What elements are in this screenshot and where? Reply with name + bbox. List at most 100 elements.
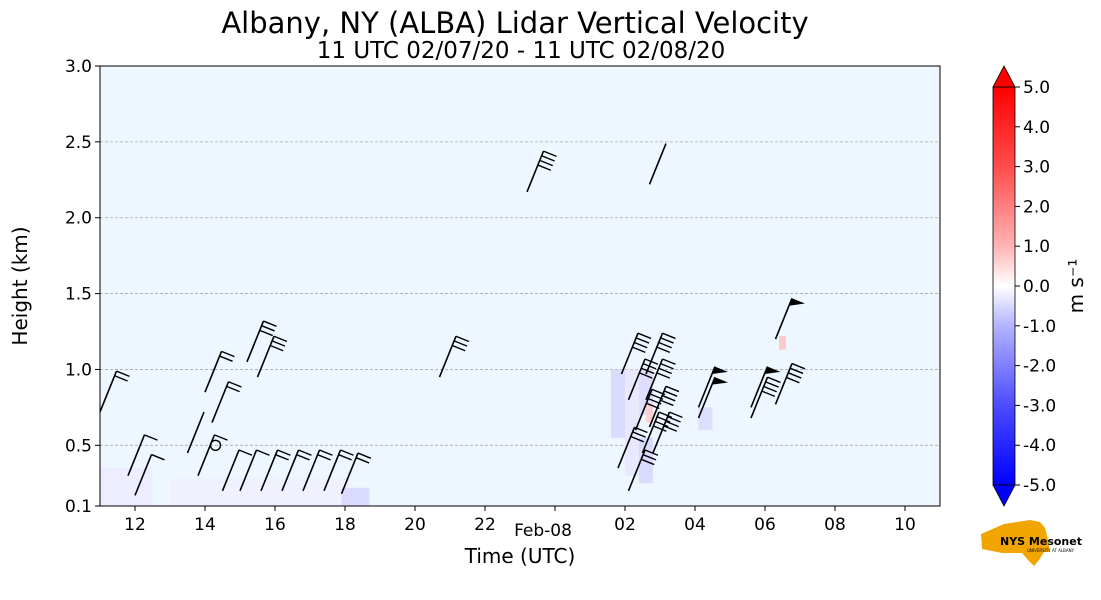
barb-feather bbox=[632, 431, 646, 438]
colorbar-tick-label: -4.0 bbox=[1023, 436, 1056, 456]
velocity-patch bbox=[611, 369, 625, 438]
colorbar-tick-label: -5.0 bbox=[1023, 476, 1056, 496]
barb-feather bbox=[298, 449, 312, 456]
barb-feather bbox=[144, 434, 158, 441]
x-tick-label: 20 bbox=[404, 515, 426, 535]
barb-feather bbox=[653, 425, 667, 432]
barb-feather bbox=[662, 332, 676, 340]
wind-barbs bbox=[100, 143, 806, 496]
colorbar-tick-label: 0.0 bbox=[1023, 277, 1050, 297]
barb-feather bbox=[662, 358, 676, 365]
barb-feather bbox=[639, 372, 653, 379]
barb-staff bbox=[627, 358, 646, 401]
velocity-patch bbox=[100, 468, 153, 506]
barb-feather bbox=[635, 337, 650, 344]
barb-feather bbox=[317, 454, 331, 461]
barb-feather bbox=[669, 411, 683, 418]
barb-staff bbox=[750, 366, 769, 408]
barb-feather bbox=[455, 335, 470, 343]
barb-feather bbox=[654, 420, 669, 428]
barb-feather bbox=[634, 426, 648, 434]
barb-staff bbox=[774, 298, 793, 340]
wind-barb bbox=[648, 143, 667, 185]
barb-feather bbox=[256, 449, 270, 456]
x-tick-label: 06 bbox=[754, 515, 776, 535]
barb-feather bbox=[451, 344, 466, 352]
colorbar-ticks: 5.0 4.0 3.0 2.0 1.0 0.0 -1.0 -2.0 -3.0 -4.0 -5.0 bbox=[1015, 78, 1056, 496]
barb-feather bbox=[658, 411, 673, 418]
wind-barb bbox=[526, 150, 557, 193]
colorbar-label: m s⁻¹ bbox=[1064, 259, 1088, 314]
barb-feather bbox=[660, 362, 674, 370]
barb-feather bbox=[340, 449, 354, 456]
velocity-patch bbox=[698, 407, 713, 431]
wind-barb bbox=[323, 449, 354, 492]
barb-staff bbox=[645, 332, 664, 375]
colorbar-tick-label: -2.0 bbox=[1023, 357, 1056, 377]
barb-staff bbox=[221, 449, 240, 492]
x-tick-label: 12 bbox=[124, 515, 146, 535]
plot-frame bbox=[99, 65, 941, 507]
barb-feather bbox=[656, 346, 671, 354]
velocity-patch bbox=[646, 402, 653, 423]
wind-barb bbox=[645, 358, 676, 401]
wind-barb bbox=[281, 449, 312, 492]
barb-feather bbox=[789, 367, 804, 375]
calm-wind-marker bbox=[209, 439, 222, 452]
barb-staff bbox=[281, 449, 300, 492]
colorbar-min-extend bbox=[992, 484, 1016, 507]
barb-staff bbox=[652, 411, 671, 454]
y-tick-label: 2.0 bbox=[65, 209, 92, 229]
barb-feather bbox=[319, 449, 333, 456]
barb-staff bbox=[340, 452, 359, 495]
barb-feather bbox=[259, 329, 273, 337]
barb-feather bbox=[151, 453, 165, 461]
barb-staff bbox=[645, 358, 664, 401]
barb-staff bbox=[648, 386, 667, 428]
wind-barb bbox=[204, 350, 235, 393]
barb-flag bbox=[711, 366, 728, 375]
barb-flag bbox=[788, 298, 805, 306]
barb-feather bbox=[539, 159, 553, 167]
wind-barb bbox=[648, 385, 680, 428]
barb-feather bbox=[661, 394, 676, 402]
barb-staff bbox=[134, 454, 153, 496]
logo-subtext: UNIVERSITY AT ALBANY bbox=[1027, 548, 1075, 553]
barb-feather bbox=[660, 399, 674, 407]
wind-barb bbox=[438, 335, 470, 378]
barb-feather bbox=[269, 344, 284, 352]
wind-barb bbox=[221, 449, 253, 492]
velocity-patch bbox=[779, 336, 786, 350]
wind-barb bbox=[750, 366, 781, 408]
barb-staff bbox=[648, 143, 667, 185]
barb-feather bbox=[271, 340, 286, 347]
x-tick-label: 04 bbox=[684, 515, 706, 535]
barb-feather bbox=[261, 325, 275, 332]
barb-staff bbox=[438, 335, 457, 378]
barb-feather bbox=[357, 452, 372, 459]
y-axis: 0.1 0.5 1.0 1.5 2.0 2.5 3.0 bbox=[65, 57, 100, 517]
colorbar-max-extend bbox=[992, 65, 1016, 88]
wind-barb bbox=[627, 449, 659, 492]
wind-barb bbox=[211, 381, 242, 423]
barb-staff bbox=[302, 449, 321, 492]
barb-feather bbox=[765, 381, 779, 388]
chart-title: Albany, NY (ALBA) Lidar Vertical Velocit… bbox=[221, 6, 808, 40]
colorbar-tick-label: 1.0 bbox=[1023, 237, 1050, 257]
wind-barb bbox=[750, 376, 781, 419]
barb-feather bbox=[226, 385, 240, 393]
colorbar-gradient bbox=[993, 87, 1015, 485]
plot-background bbox=[100, 66, 940, 506]
barb-feather bbox=[665, 385, 680, 393]
barb-staff bbox=[620, 332, 639, 375]
barb-flag bbox=[764, 366, 781, 375]
barb-feather bbox=[642, 454, 657, 461]
barb-feather bbox=[338, 454, 352, 461]
barb-feather bbox=[541, 155, 555, 162]
wind-barb bbox=[134, 453, 165, 496]
wind-barb bbox=[774, 298, 805, 340]
x-tick-label: 14 bbox=[194, 515, 216, 535]
wind-barb bbox=[652, 411, 683, 454]
barb-feather bbox=[221, 350, 235, 358]
